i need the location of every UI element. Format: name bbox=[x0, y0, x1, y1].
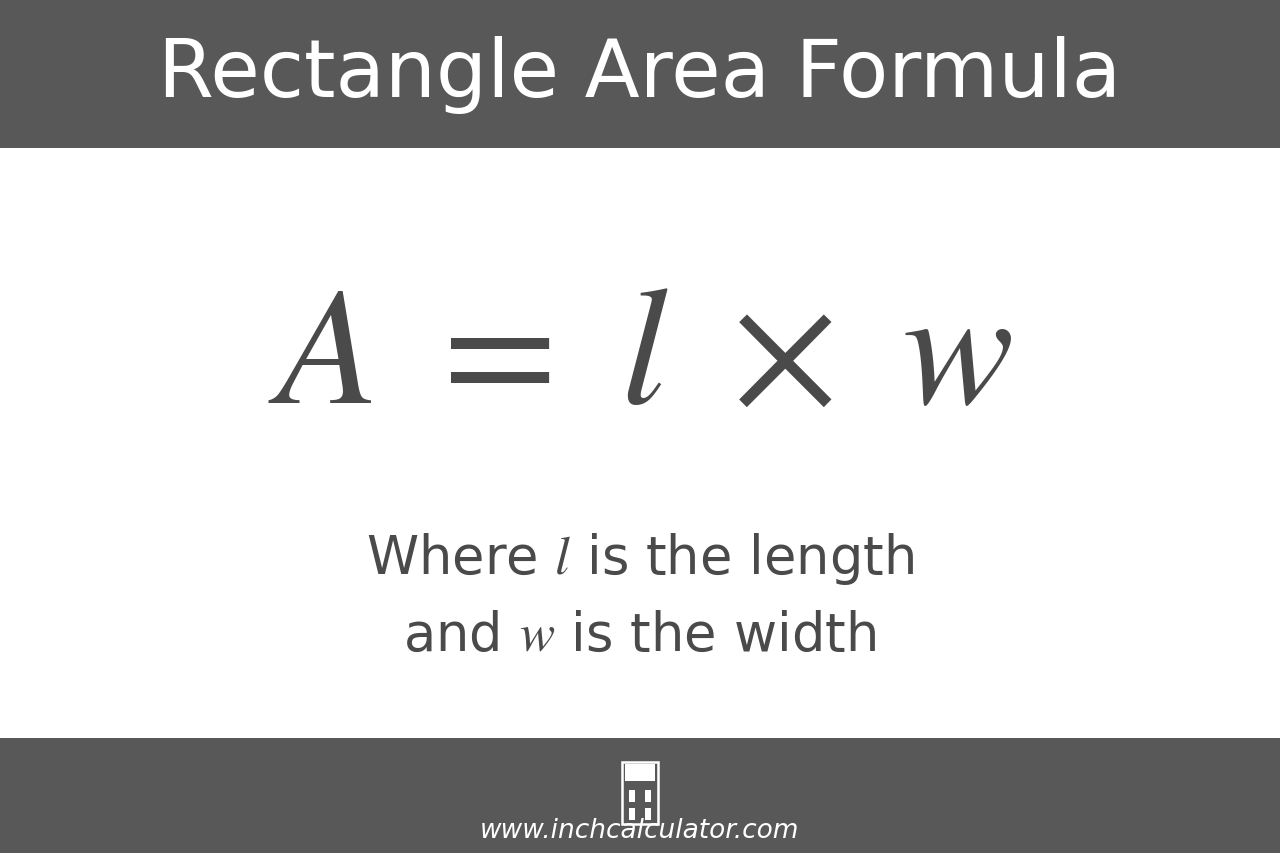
Bar bbox=[625, 764, 655, 781]
Text: $\mathit{A}\ =\ \mathit{l}\ \times\ \mathit{w}$: $\mathit{A}\ =\ \mathit{l}\ \times\ \mat… bbox=[268, 288, 1012, 437]
Text: Rectangle Area Formula: Rectangle Area Formula bbox=[159, 36, 1121, 113]
Bar bbox=[0, 738, 1280, 853]
Bar bbox=[645, 791, 652, 802]
Text: www.inchcalculator.com: www.inchcalculator.com bbox=[480, 817, 800, 843]
Bar bbox=[622, 763, 658, 824]
Bar bbox=[628, 791, 635, 802]
Bar bbox=[0, 0, 1280, 149]
Text: and $\mathit{w}$ is the width: and $\mathit{w}$ is the width bbox=[403, 610, 877, 661]
Bar bbox=[628, 809, 635, 820]
Text: Where $\mathit{l}$ is the length: Where $\mathit{l}$ is the length bbox=[366, 531, 914, 587]
Bar bbox=[645, 809, 652, 820]
